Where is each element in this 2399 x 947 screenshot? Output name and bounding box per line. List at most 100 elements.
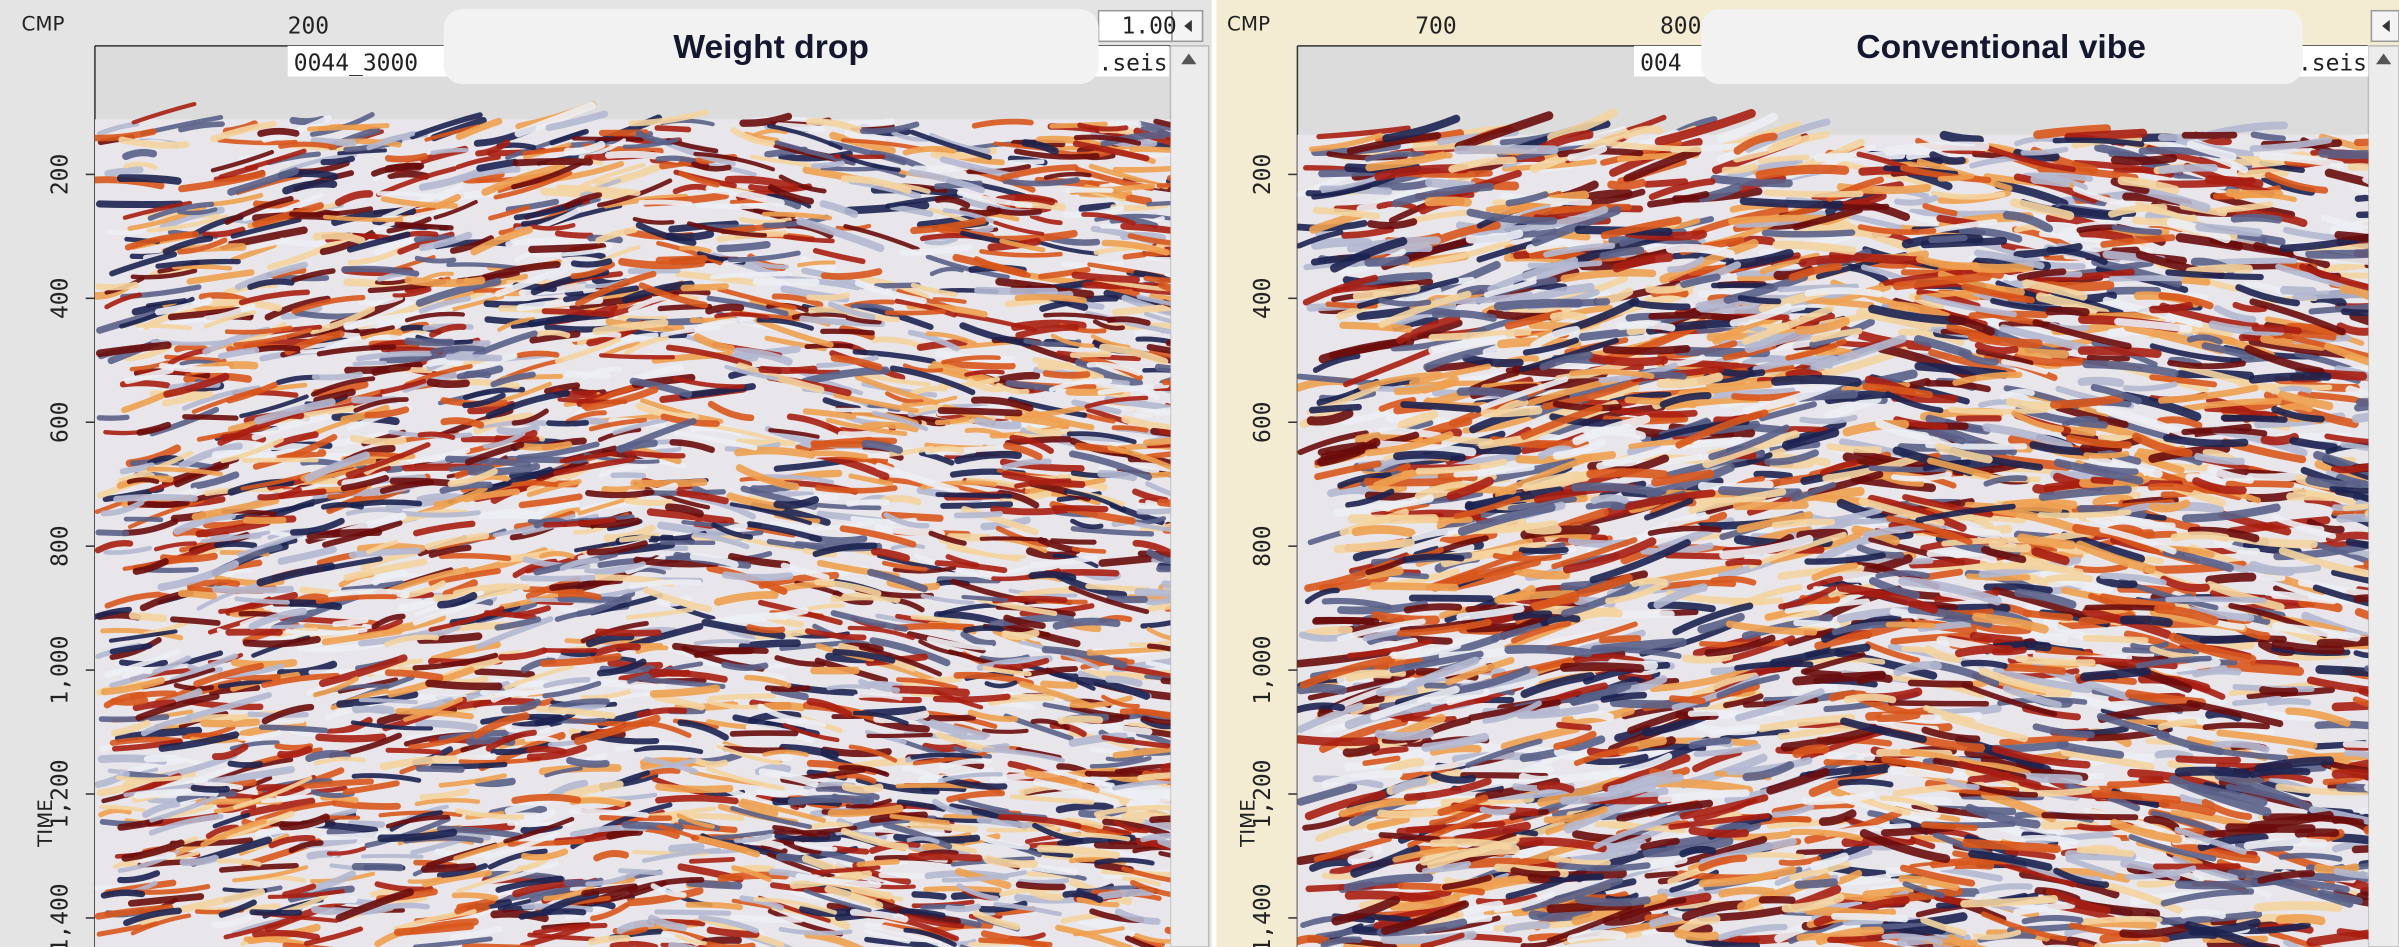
seismic-event — [1911, 683, 1970, 684]
seismic-event — [1594, 498, 1625, 501]
seismic-event — [173, 619, 218, 623]
seismic-event — [2206, 725, 2268, 727]
seismic-event — [766, 706, 801, 708]
seismic-event — [1647, 182, 1685, 185]
seismic-event — [814, 163, 842, 166]
seismic-event — [1553, 877, 1601, 879]
seismic-event — [634, 482, 704, 484]
seismic-event — [1785, 429, 1826, 430]
seismic-event — [363, 856, 421, 857]
seismic-event — [2129, 658, 2165, 660]
seismic-event — [1722, 890, 1772, 894]
seismic-event — [1830, 447, 1879, 450]
seismic-event — [2174, 535, 2225, 538]
seismic-event — [1380, 691, 1415, 692]
seismic-event — [1522, 550, 1566, 551]
seismic-event — [850, 122, 891, 124]
seismic-event — [1116, 169, 1173, 170]
seismic-event — [1374, 586, 1455, 588]
seismic-event — [911, 857, 979, 859]
seismic-event — [2281, 406, 2310, 410]
seismic-event — [2124, 620, 2168, 623]
seismic-event — [113, 700, 145, 702]
seismic-event — [2229, 484, 2291, 485]
seismic-event — [519, 353, 557, 355]
seismic-event — [1966, 843, 2056, 849]
seismic-event — [2082, 381, 2120, 383]
seismic-event — [442, 556, 509, 559]
seismic-event — [2270, 701, 2308, 703]
scrollbar[interactable] — [2368, 46, 2399, 947]
seismic-event — [1891, 703, 1987, 704]
seismic-event — [1101, 892, 1151, 896]
seismic-event — [2234, 218, 2278, 220]
seismic-event — [2229, 193, 2279, 194]
seismic-event — [733, 733, 796, 734]
seismic-event — [163, 556, 214, 559]
seismic-event — [1593, 358, 1664, 362]
seismic-event — [343, 335, 420, 337]
seismic-event — [291, 603, 338, 606]
seismic-event — [545, 311, 612, 315]
seismic-event — [1516, 614, 1549, 617]
seismic-event — [1407, 607, 1458, 610]
y-tick-label: 1,400 — [47, 883, 73, 947]
seismic-event — [509, 728, 548, 730]
x-tick-label: 800 — [1660, 14, 1701, 40]
seismic-event — [1006, 633, 1036, 636]
y-tick-label: 600 — [47, 402, 73, 443]
seismic-event — [691, 859, 733, 861]
seismic-event — [570, 761, 606, 765]
seismic-event — [1579, 899, 1647, 902]
seismic-event — [779, 494, 811, 495]
seismic-event — [1714, 285, 1772, 286]
seismic-event — [252, 912, 299, 913]
seismic-event — [417, 258, 454, 261]
seismic-event — [705, 940, 738, 942]
seismic-event — [946, 364, 1012, 366]
seismic-event — [1558, 752, 1587, 756]
scrollbar[interactable] — [1170, 46, 1208, 947]
seismic-event — [818, 488, 895, 491]
seismic-event — [1889, 146, 1985, 151]
seismic-event — [1138, 411, 1172, 415]
seismic-event — [351, 824, 382, 825]
seismic-event — [613, 475, 643, 476]
seismic-event — [1598, 824, 1637, 826]
seismic-event — [948, 907, 978, 910]
seismic-event — [1530, 263, 1599, 265]
seismic-event — [2330, 535, 2373, 539]
seismic-event — [1878, 573, 1927, 576]
seismic-event — [631, 270, 678, 271]
seismic-event — [2020, 351, 2065, 354]
seismic-event — [98, 532, 126, 533]
seismic-event — [2069, 133, 2143, 137]
seismic-event — [361, 700, 416, 702]
seismic-event — [230, 764, 260, 766]
seismic-event — [269, 721, 303, 723]
seismic-event — [738, 451, 812, 455]
seismic-event — [215, 589, 290, 590]
seismic-event — [2162, 168, 2214, 171]
seismic-event — [1607, 349, 1687, 351]
file-ext: .seis — [2298, 50, 2367, 76]
seismic-event — [1469, 936, 1519, 940]
screenshot: CMP 200 1.00 0044_3000 .seis 20040060080… — [0, 0, 2399, 947]
seismic-event — [182, 593, 214, 596]
seismic-event — [2115, 158, 2173, 161]
seismic-event — [1101, 474, 1133, 478]
seismic-event — [1577, 714, 1610, 717]
seismic-event — [2276, 335, 2334, 338]
seismic-event — [938, 494, 1010, 496]
seismic-event — [1932, 238, 1965, 240]
seismic-event — [1797, 749, 1825, 754]
seismic-event — [375, 367, 407, 372]
x-tick-label: 200 — [288, 14, 329, 40]
seismic-event — [516, 161, 590, 163]
zoom-value: 1.00 — [1121, 14, 1176, 40]
seismic-event — [2310, 480, 2357, 485]
seismic-event — [235, 663, 294, 665]
y-axis-label: TIME — [34, 799, 57, 848]
seismic-event — [982, 538, 1046, 540]
y-tick-label: 800 — [47, 525, 73, 566]
